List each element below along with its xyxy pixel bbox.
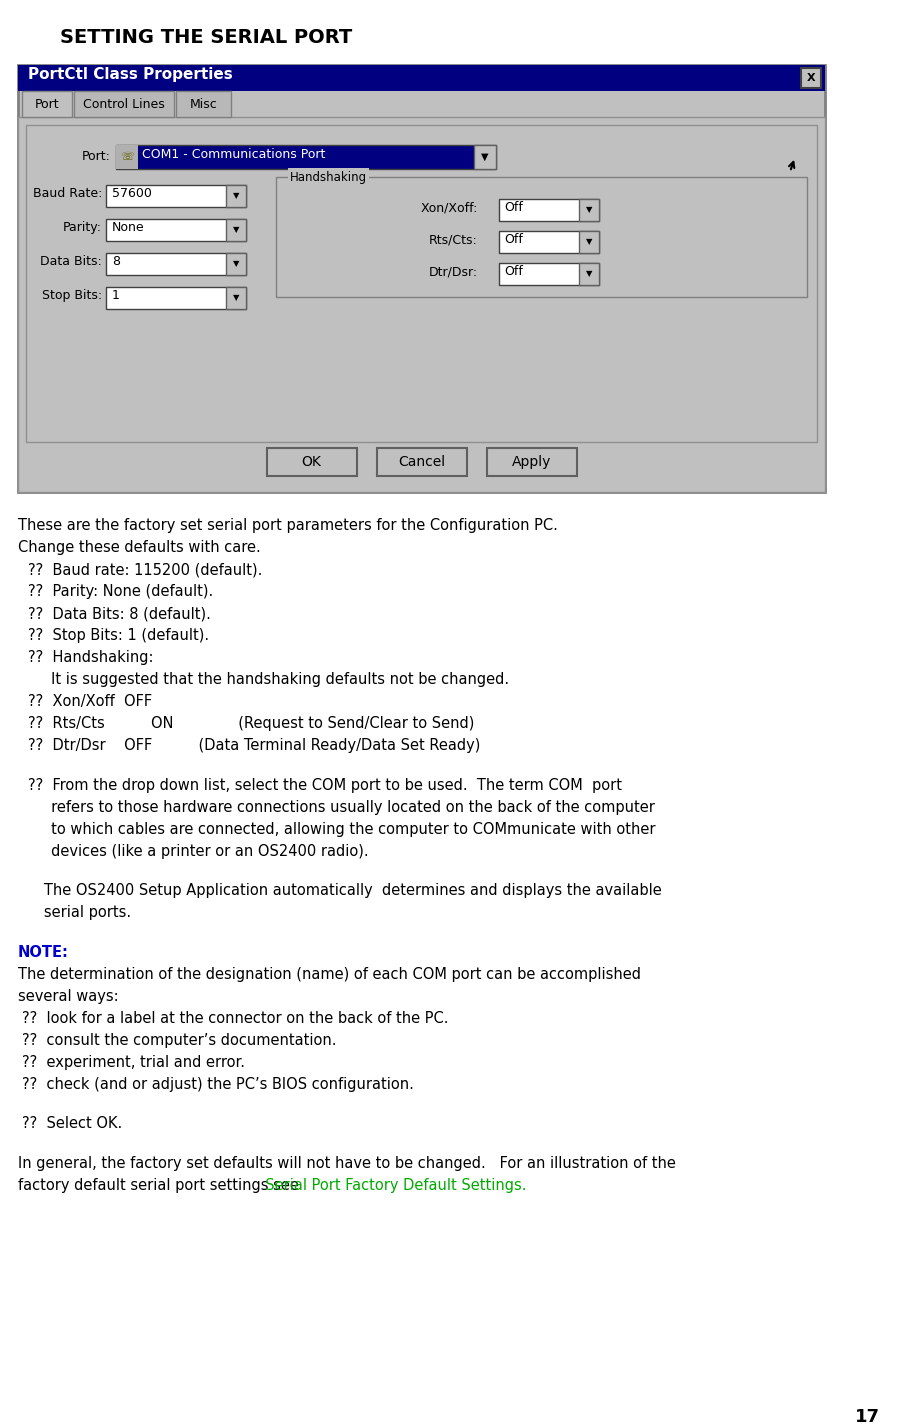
- Text: ▼: ▼: [586, 205, 592, 215]
- Text: 1: 1: [112, 289, 120, 302]
- Text: Cancel: Cancel: [398, 455, 446, 469]
- Text: Dtr/Dsr:: Dtr/Dsr:: [428, 265, 478, 278]
- Text: PortCtl Class Properties: PortCtl Class Properties: [28, 67, 233, 83]
- Text: ??  Dtr/Dsr    OFF          (Data Terminal Ready/Data Set Ready): ?? Dtr/Dsr OFF (Data Terminal Ready/Data…: [28, 738, 481, 752]
- Bar: [499, 200, 599, 221]
- Bar: [18, 117, 825, 492]
- Text: Handshaking: Handshaking: [290, 171, 367, 184]
- Text: ??  consult the computer’s documentation.: ?? consult the computer’s documentation.: [22, 1033, 337, 1047]
- Bar: [116, 145, 496, 170]
- Bar: [579, 200, 599, 221]
- Bar: [579, 264, 599, 285]
- Bar: [499, 264, 599, 285]
- Text: Serial Port Factory Default Settings.: Serial Port Factory Default Settings.: [256, 1178, 526, 1193]
- Text: Port: Port: [35, 97, 59, 111]
- Text: ▼: ▼: [586, 238, 592, 247]
- Text: refers to those hardware connections usually located on the back of the computer: refers to those hardware connections usu…: [28, 799, 655, 815]
- Text: The OS2400 Setup Application automatically  determines and displays the availabl: The OS2400 Setup Application automatical…: [30, 884, 662, 898]
- Text: Off: Off: [504, 201, 523, 214]
- Bar: [26, 125, 817, 442]
- Text: ??  Stop Bits: 1 (default).: ?? Stop Bits: 1 (default).: [28, 628, 209, 643]
- Bar: [226, 185, 246, 207]
- Bar: [226, 286, 246, 309]
- Text: Stop Bits:: Stop Bits:: [42, 289, 102, 302]
- Text: SETTING THE SERIAL PORT: SETTING THE SERIAL PORT: [60, 28, 352, 47]
- Text: COM1 - Communications Port: COM1 - Communications Port: [142, 148, 326, 161]
- Text: 8: 8: [112, 255, 120, 268]
- Text: Baud Rate:: Baud Rate:: [32, 187, 102, 200]
- Text: ☏: ☏: [120, 152, 134, 162]
- Text: ▼: ▼: [482, 152, 489, 162]
- Text: ▼: ▼: [233, 225, 239, 235]
- Text: ??  Rts/Cts          ON              (Request to Send/Clear to Send): ?? Rts/Cts ON (Request to Send/Clear to …: [28, 715, 474, 731]
- Text: ▼: ▼: [233, 259, 239, 268]
- Text: It is suggested that the handshaking defaults not be changed.: It is suggested that the handshaking def…: [28, 673, 509, 687]
- Bar: [266, 447, 356, 476]
- Text: ??  Baud rate: 115200 (default).: ?? Baud rate: 115200 (default).: [28, 561, 263, 577]
- Bar: [376, 447, 466, 476]
- Text: Xon/Xoff:: Xon/Xoff:: [420, 201, 478, 214]
- Text: several ways:: several ways:: [18, 989, 119, 1003]
- Text: The determination of the designation (name) of each COM port can be accomplished: The determination of the designation (na…: [18, 966, 641, 982]
- Text: Misc: Misc: [190, 97, 218, 111]
- Bar: [74, 91, 174, 117]
- Text: In general, the factory set defaults will not have to be changed.   For an illus: In general, the factory set defaults wil…: [18, 1156, 676, 1171]
- Text: Parity:: Parity:: [63, 221, 102, 234]
- Text: NOTE:: NOTE:: [18, 945, 69, 960]
- Bar: [176, 91, 231, 117]
- Bar: [18, 66, 825, 91]
- Bar: [579, 231, 599, 254]
- Text: These are the factory set serial port parameters for the Configuration PC.: These are the factory set serial port pa…: [18, 519, 558, 533]
- Text: Control Lines: Control Lines: [83, 97, 165, 111]
- Text: 57600: 57600: [112, 187, 152, 200]
- Text: factory default serial port settings see: factory default serial port settings see: [18, 1178, 299, 1193]
- Text: ▼: ▼: [586, 269, 592, 278]
- Bar: [499, 231, 599, 254]
- Text: Data Bits:: Data Bits:: [40, 255, 102, 268]
- Text: 17: 17: [855, 1408, 880, 1425]
- Text: ??  Data Bits: 8 (default).: ?? Data Bits: 8 (default).: [28, 606, 211, 621]
- Bar: [106, 219, 246, 241]
- Text: ??  Xon/Xoff  OFF: ?? Xon/Xoff OFF: [28, 694, 152, 710]
- Bar: [116, 145, 138, 170]
- Text: OK: OK: [302, 455, 321, 469]
- Text: ??  Handshaking:: ?? Handshaking:: [28, 650, 154, 665]
- Text: ??  Parity: None (default).: ?? Parity: None (default).: [28, 584, 213, 598]
- Bar: [106, 254, 246, 275]
- Text: ??  Select OK.: ?? Select OK.: [22, 1116, 122, 1131]
- Text: None: None: [112, 221, 145, 234]
- Text: serial ports.: serial ports.: [30, 905, 131, 921]
- Text: ▼: ▼: [233, 191, 239, 201]
- Bar: [276, 177, 807, 296]
- Bar: [226, 254, 246, 275]
- Text: X: X: [806, 73, 815, 83]
- Text: Change these defaults with care.: Change these defaults with care.: [18, 540, 261, 554]
- Bar: [474, 145, 496, 170]
- Text: Off: Off: [504, 234, 523, 247]
- Text: Rts/Cts:: Rts/Cts:: [429, 234, 478, 247]
- Bar: [801, 68, 821, 88]
- Bar: [106, 185, 246, 207]
- Text: ??  From the drop down list, select the COM port to be used.  The term COM  port: ?? From the drop down list, select the C…: [28, 778, 622, 792]
- Bar: [106, 286, 246, 309]
- Text: ??  look for a label at the connector on the back of the PC.: ?? look for a label at the connector on …: [22, 1010, 448, 1026]
- Bar: [487, 447, 577, 476]
- Text: devices (like a printer or an OS2400 radio).: devices (like a printer or an OS2400 rad…: [28, 844, 369, 859]
- Text: Port:: Port:: [82, 150, 111, 162]
- Text: Off: Off: [504, 265, 523, 278]
- Text: Apply: Apply: [512, 455, 551, 469]
- Text: ??  experiment, trial and error.: ?? experiment, trial and error.: [22, 1054, 245, 1070]
- Bar: [22, 91, 72, 117]
- Bar: [18, 66, 825, 492]
- Text: ▼: ▼: [233, 294, 239, 302]
- Text: ??  check (and or adjust) the PC’s BIOS configuration.: ?? check (and or adjust) the PC’s BIOS c…: [22, 1077, 414, 1092]
- Text: to which cables are connected, allowing the computer to COMmunicate with other: to which cables are connected, allowing …: [28, 822, 655, 836]
- Bar: [226, 219, 246, 241]
